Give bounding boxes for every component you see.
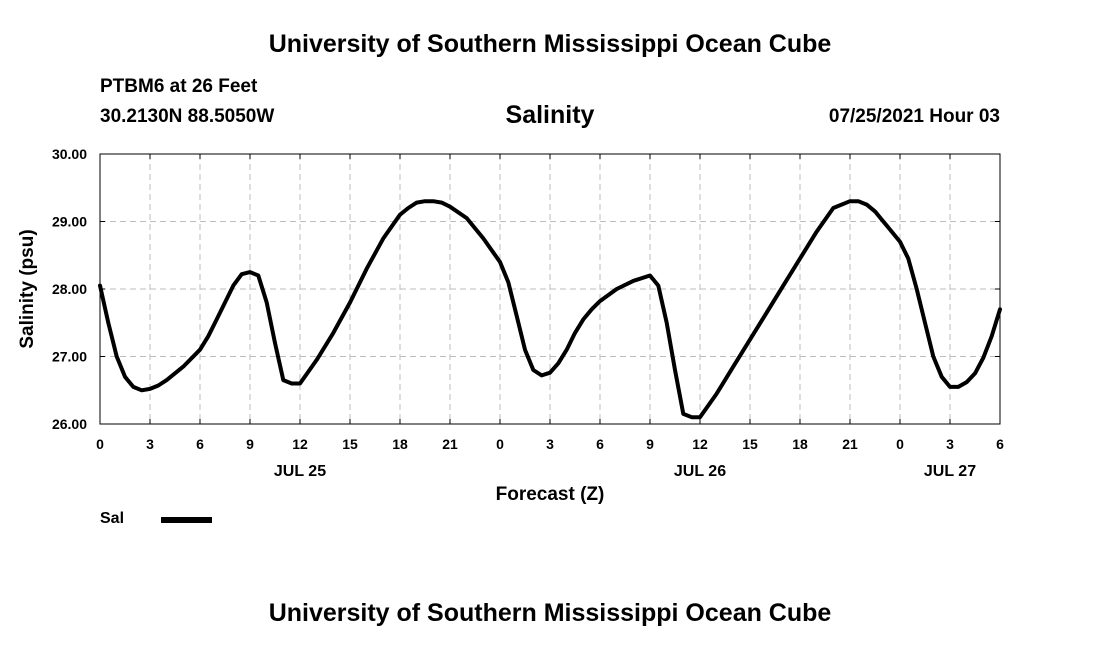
- y-tick-label: 29.00: [52, 214, 87, 230]
- x-tick-label: 3: [946, 436, 954, 452]
- x-tick-label: 3: [146, 436, 154, 452]
- x-tick-label: 12: [292, 436, 308, 452]
- x-tick-label: 9: [646, 436, 654, 452]
- station-label: PTBM6 at 26 Feet: [100, 76, 258, 97]
- x-tick-label: 9: [246, 436, 254, 452]
- date-labels: JUL 25 JUL 26 JUL 27: [274, 463, 976, 480]
- x-tick-label: 21: [442, 436, 458, 452]
- date-label: JUL 25: [274, 463, 326, 480]
- x-tick-label: 18: [792, 436, 808, 452]
- x-tick-label: 6: [596, 436, 604, 452]
- y-tick-label: 28.00: [52, 281, 87, 297]
- x-tick-label: 3: [546, 436, 554, 452]
- x-tick-label: 15: [342, 436, 358, 452]
- legend-line-swatch: [161, 517, 212, 523]
- x-tick-labels: 0 3 6 9 12 15 18 21 0 3 6 9 12 15 18 21 0 3 6: [96, 436, 1004, 452]
- x-tick-label: 6: [196, 436, 204, 452]
- chart-footer-title: University of Southern Mississippi Ocean…: [268, 599, 832, 627]
- x-tick-label: 0: [96, 436, 104, 452]
- y-tick-label: 27.00: [52, 349, 87, 365]
- date-label: JUL 27: [924, 463, 976, 480]
- valid-time-label: 07/25/2021 Hour 03: [828, 106, 1000, 127]
- y-tick-labels: 26.00 27.00 28.00 29.00 30.00: [52, 146, 87, 432]
- salinity-series-line: [98, 199, 1002, 420]
- date-label: JUL 26: [674, 463, 726, 480]
- x-axis-label: Forecast (Z): [496, 484, 605, 505]
- x-tick-label: 6: [996, 436, 1004, 452]
- y-tick-label: 30.00: [52, 146, 87, 162]
- legend-label: Sal: [100, 510, 125, 527]
- x-tick-label: 0: [496, 436, 504, 452]
- chart-header-title: University of Southern Mississippi Ocean…: [268, 30, 832, 58]
- x-tick-label: 21: [842, 436, 858, 452]
- y-tick-label: 26.00: [52, 416, 87, 432]
- x-tick-label: 18: [392, 436, 408, 452]
- x-tick-label: 0: [896, 436, 904, 452]
- y-axis-label: Salinity (psu): [17, 229, 38, 348]
- coordinates-label: 30.2130N 88.5050W: [100, 106, 275, 127]
- chart-title: Salinity: [505, 101, 595, 129]
- x-tick-label: 12: [692, 436, 708, 452]
- x-tick-label: 15: [742, 436, 758, 452]
- grid-lines: [100, 154, 1000, 424]
